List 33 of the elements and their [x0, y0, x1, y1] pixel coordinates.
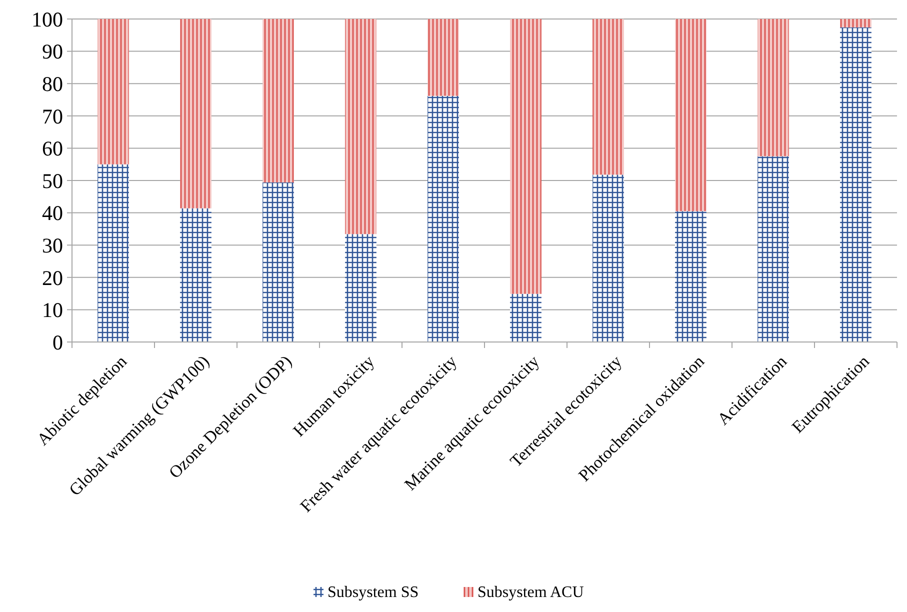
legend-label: Subsystem ACU	[478, 584, 584, 601]
y-tick-label: 100	[32, 7, 63, 32]
y-tick-label: 30	[42, 233, 63, 258]
bar	[592, 19, 624, 175]
bar	[840, 19, 872, 28]
bar	[592, 174, 624, 342]
bar	[675, 211, 706, 342]
bar	[510, 294, 542, 342]
y-tick-label: 50	[42, 168, 63, 193]
bar	[98, 164, 129, 342]
y-tick-label: 80	[42, 72, 63, 96]
bar	[428, 19, 459, 96]
bar	[262, 182, 294, 342]
bar	[98, 19, 129, 164]
legend-label: Subsystem SS	[328, 584, 419, 601]
y-tick-label: 10	[42, 298, 63, 322]
bar	[180, 208, 212, 342]
bar	[345, 19, 376, 234]
bar	[758, 156, 789, 342]
y-tick-label: 40	[42, 201, 63, 226]
y-tick-label: 70	[42, 104, 63, 128]
y-tick-label: 20	[42, 266, 63, 290]
bar	[180, 19, 212, 208]
y-tick-label: 0	[52, 330, 63, 354]
y-tick-label: 60	[42, 136, 63, 161]
bar	[345, 234, 376, 342]
bar	[758, 19, 789, 156]
y-tick-label: 90	[42, 40, 63, 64]
bar	[840, 27, 872, 342]
bar	[262, 19, 294, 182]
bar	[510, 19, 542, 294]
bar	[428, 96, 459, 342]
bar	[675, 19, 706, 212]
